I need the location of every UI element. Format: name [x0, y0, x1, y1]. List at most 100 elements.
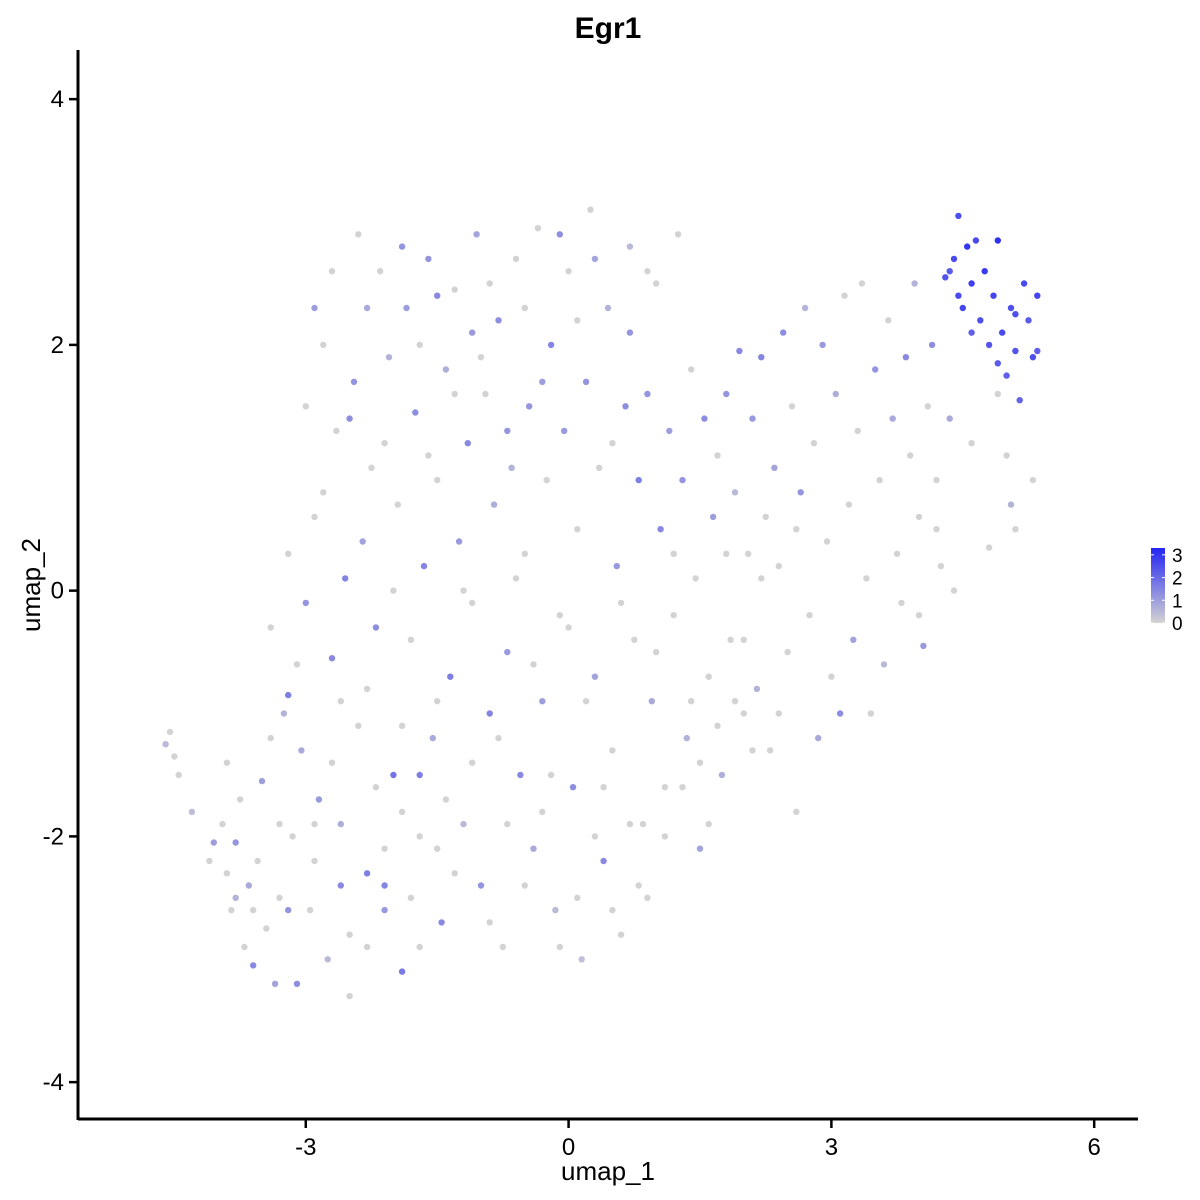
data-point — [495, 317, 502, 324]
data-point — [705, 820, 712, 828]
data-point — [236, 796, 244, 803]
data-point — [845, 501, 853, 508]
data-point — [311, 857, 318, 865]
data-point — [604, 304, 612, 312]
data-point — [250, 962, 257, 969]
data-point — [381, 440, 388, 447]
y-tick-label: -2 — [43, 823, 64, 850]
data-point — [1012, 526, 1019, 533]
data-point — [355, 231, 362, 238]
data-point — [434, 476, 441, 484]
data-point — [863, 575, 870, 582]
data-point — [661, 833, 669, 840]
data-point — [591, 255, 599, 263]
data-point — [832, 390, 839, 398]
colorbar-tick-label: 3 — [1172, 546, 1183, 567]
data-point — [289, 833, 296, 840]
data-point — [858, 280, 866, 287]
data-point — [955, 292, 962, 299]
data-point — [626, 329, 634, 336]
data-point — [609, 747, 616, 754]
data-point — [692, 575, 699, 582]
data-point — [688, 366, 695, 373]
data-point — [600, 857, 607, 865]
data-point — [206, 857, 213, 865]
data-point — [876, 476, 883, 484]
data-point — [946, 415, 953, 422]
data-point — [990, 292, 997, 299]
data-point — [477, 354, 485, 361]
data-point — [539, 808, 546, 815]
y-tick-label: 4 — [51, 86, 64, 113]
data-point — [981, 268, 988, 275]
data-point — [762, 513, 769, 521]
data-point — [455, 538, 463, 545]
y-axis-ticks: -4 -2 0 2 4 — [43, 86, 78, 1096]
data-point — [933, 476, 940, 484]
data-point — [609, 906, 616, 914]
data-point — [403, 304, 410, 312]
data-point — [836, 710, 844, 717]
data-point — [328, 759, 336, 766]
x-axis-ticks: -3 0 3 6 — [295, 1119, 1101, 1161]
data-point — [512, 575, 520, 582]
data-point — [797, 489, 804, 496]
data-point — [565, 624, 572, 631]
data-point — [363, 304, 371, 312]
data-point — [753, 685, 761, 693]
data-point — [657, 526, 664, 533]
data-point — [302, 403, 309, 410]
data-point — [469, 329, 476, 336]
x-tick-label: 0 — [562, 1134, 575, 1161]
data-point — [631, 636, 638, 643]
colorbar — [1151, 548, 1165, 623]
data-point — [994, 237, 1001, 244]
data-point — [893, 550, 901, 557]
data-point — [547, 341, 555, 349]
data-point — [372, 784, 380, 791]
data-point — [477, 882, 485, 889]
data-point — [521, 550, 528, 557]
data-point — [346, 931, 353, 938]
data-point — [587, 206, 594, 213]
data-point — [1016, 397, 1023, 404]
x-axis-label: umap_1 — [561, 1156, 655, 1186]
data-point — [1007, 501, 1015, 508]
data-point — [561, 427, 568, 435]
data-point — [705, 673, 712, 680]
data-point — [574, 894, 581, 901]
data-point — [679, 784, 686, 791]
data-point — [385, 354, 393, 361]
data-point — [311, 304, 318, 312]
data-point — [342, 575, 349, 582]
data-point — [915, 513, 923, 521]
data-point — [451, 870, 458, 877]
data-point — [398, 243, 406, 250]
data-point — [442, 796, 450, 803]
data-point — [600, 784, 607, 791]
data-point — [714, 722, 721, 729]
data-point — [363, 870, 371, 877]
data-point — [499, 943, 507, 951]
data-point — [223, 870, 231, 877]
data-point — [425, 255, 432, 263]
data-point — [793, 808, 800, 815]
data-point — [434, 845, 441, 852]
data-point — [451, 286, 458, 293]
data-point — [898, 599, 905, 607]
data-point — [311, 820, 318, 828]
data-point — [731, 489, 739, 496]
data-point — [320, 489, 327, 496]
data-point — [302, 599, 309, 607]
data-point — [285, 691, 292, 699]
data-point — [569, 784, 577, 791]
data-point — [328, 655, 336, 662]
data-point — [486, 919, 493, 926]
colorbar-tick-label: 2 — [1172, 569, 1183, 590]
data-point — [407, 636, 415, 643]
data-point — [942, 274, 949, 281]
data-point — [617, 931, 625, 938]
data-point — [311, 513, 318, 521]
data-point — [390, 587, 397, 594]
